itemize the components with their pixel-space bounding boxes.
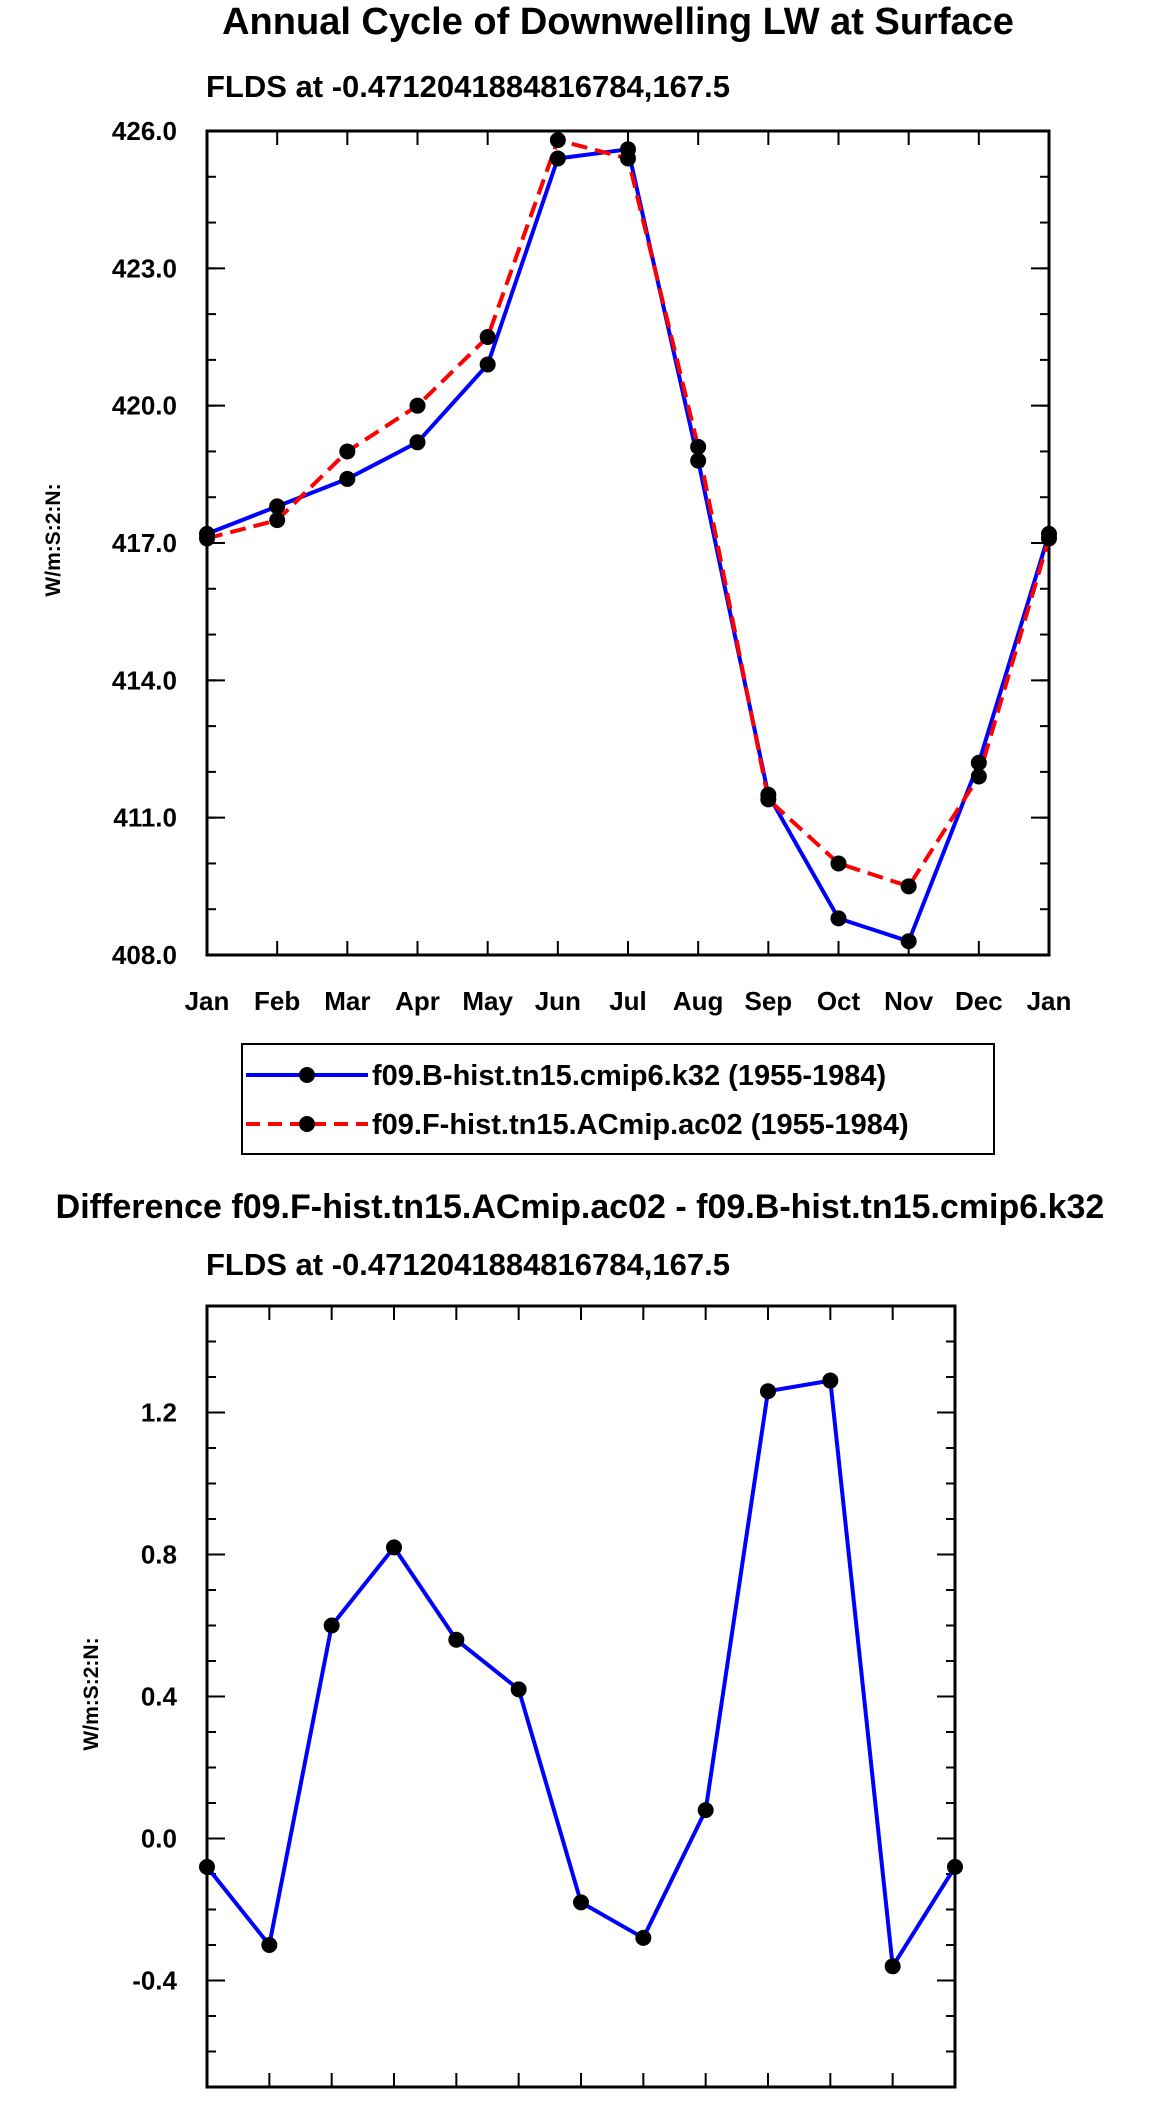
chart2-points — [199, 1372, 963, 1975]
legend-marker-series-2 — [299, 1116, 315, 1132]
data-point-series-2 — [479, 329, 496, 345]
data-point-series-1 — [510, 1681, 527, 1698]
data-point-series-1 — [573, 1894, 589, 1911]
y-tick-label: 420.0 — [112, 391, 177, 421]
data-point-series-1 — [822, 1372, 839, 1389]
x-tick-label: Dec — [955, 986, 1003, 1016]
y-tick-label: -0.4 — [132, 1966, 177, 1996]
data-point-series-1 — [269, 498, 286, 515]
x-tick-label: Apr — [395, 986, 440, 1016]
chart2-axes: JanFebMarAprMayJunJulAugSepOctNovDecJan-… — [132, 1304, 957, 2089]
data-point-series-1 — [339, 470, 356, 487]
data-point-series-1 — [970, 754, 987, 771]
data-point-series-1 — [690, 452, 707, 469]
annual-cycle-chart: Annual Cycle of Downwelling LW at Surfac… — [42, 1, 1071, 1155]
chart2-series — [205, 1378, 957, 1969]
series-line-2 — [206, 138, 1051, 889]
x-tick-label: Jan — [185, 986, 230, 1016]
chart1-y-axis-label: W/m:S:2:N: — [42, 483, 65, 596]
data-point-series-1 — [830, 910, 847, 927]
data-point-series-1 — [947, 1858, 963, 1875]
y-tick-label: 0.0 — [141, 1824, 177, 1854]
legend-box — [241, 1043, 995, 1155]
data-point-series-1 — [635, 1929, 652, 1946]
x-tick-label: Nov — [884, 986, 934, 1016]
y-tick-label: 417.0 — [112, 528, 177, 558]
chart1-axes: Jan Feb Mar Apr May Jun Jul Aug Sep Oct Nov Dec Jan 4… — [112, 116, 1071, 1016]
legend-label-series-1: f09.B-hist.tn15.cmip6.k32 (1955-1984) — [372, 1060, 886, 1092]
data-point-series-2 — [620, 150, 636, 167]
x-tick-label: Aug — [673, 986, 724, 1016]
chart1-legend: f09.B-hist.tn15.cmip6.k32 (1955-1984) f0… — [241, 1043, 995, 1155]
data-point-series-2 — [339, 443, 356, 460]
y-tick-label: 0.8 — [141, 1540, 177, 1570]
chart1-subtitle: FLDS at -0.4712041884816784,167.5 — [206, 69, 730, 104]
chart1-title: Annual Cycle of Downwelling LW at Surfac… — [222, 1, 1014, 43]
plot-frame — [205, 129, 1051, 957]
data-point-series-2 — [199, 530, 215, 547]
legend-marker-series-1 — [299, 1067, 315, 1083]
y-tick-label: 426.0 — [112, 116, 177, 146]
x-tick-label: Mar — [324, 986, 370, 1016]
x-tick-label: Jan — [1027, 986, 1072, 1016]
data-point-series-1 — [409, 434, 426, 451]
legend-label-series-2: f09.F-hist.tn15.ACmip.ac02 (1955-1984) — [372, 1109, 909, 1141]
data-point-series-1 — [900, 933, 917, 950]
data-point-series-1 — [448, 1631, 465, 1648]
data-point-series-2 — [269, 512, 286, 529]
data-point-series-1 — [697, 1802, 714, 1819]
data-point-series-2 — [900, 878, 917, 895]
y-tick-label: 1.2 — [141, 1398, 177, 1428]
x-tick-label: Jun — [535, 986, 581, 1016]
x-tick-label: Jul — [609, 986, 647, 1016]
series-line-1 — [206, 147, 1051, 944]
x-tick-label: May — [462, 986, 513, 1016]
data-point-series-2 — [1041, 530, 1057, 547]
data-point-series-2 — [409, 397, 426, 414]
series-line-1 — [205, 1378, 957, 1969]
y-tick-label: 408.0 — [112, 940, 177, 970]
x-tick-label: Sep — [744, 986, 792, 1016]
y-tick-label: 411.0 — [113, 803, 177, 833]
data-point-series-1 — [386, 1539, 402, 1556]
y-tick-label: 423.0 — [112, 253, 177, 283]
data-point-series-1 — [199, 1858, 215, 1875]
chart2-y-axis-label: W/m:S:2:N: — [80, 1637, 103, 1750]
data-point-series-2 — [760, 791, 777, 808]
data-point-series-1 — [479, 356, 496, 373]
data-point-series-2 — [690, 438, 707, 455]
data-point-series-2 — [549, 132, 566, 149]
data-point-series-1 — [549, 150, 566, 167]
chart1-points — [199, 132, 1057, 950]
data-point-series-2 — [970, 768, 987, 785]
chart1-series — [206, 138, 1051, 944]
data-point-series-1 — [884, 1958, 901, 1975]
y-tick-label: 0.4 — [141, 1682, 178, 1712]
x-tick-label: Oct — [817, 986, 861, 1016]
difference-chart: Difference f09.F-hist.tn15.ACmip.ac02 - … — [56, 1188, 1105, 2089]
x-tick-label: Feb — [254, 986, 300, 1016]
data-point-series-1 — [323, 1617, 340, 1634]
chart2-subtitle: FLDS at -0.4712041884816784,167.5 — [206, 1247, 730, 1282]
data-point-series-2 — [830, 855, 847, 872]
chart2-title: Difference f09.F-hist.tn15.ACmip.ac02 - … — [56, 1188, 1105, 1226]
data-point-series-1 — [760, 1383, 776, 1400]
data-point-series-1 — [261, 1937, 278, 1953]
y-tick-label: 414.0 — [112, 665, 177, 695]
